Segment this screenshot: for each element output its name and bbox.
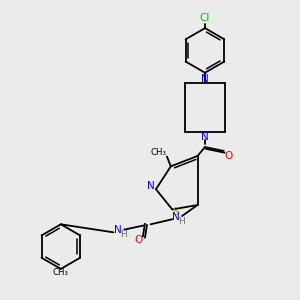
Text: S: S bbox=[172, 207, 178, 217]
Text: N: N bbox=[172, 212, 180, 222]
Text: N: N bbox=[114, 225, 122, 235]
Text: CH₃: CH₃ bbox=[151, 148, 167, 158]
Text: N: N bbox=[147, 181, 154, 191]
Text: H: H bbox=[178, 218, 185, 226]
Text: Cl: Cl bbox=[200, 13, 210, 23]
Text: O: O bbox=[225, 151, 233, 161]
Text: N: N bbox=[201, 74, 209, 84]
Text: O: O bbox=[134, 235, 142, 245]
Text: N: N bbox=[201, 132, 209, 142]
Text: H: H bbox=[120, 230, 127, 239]
Text: CH₃: CH₃ bbox=[53, 268, 69, 277]
